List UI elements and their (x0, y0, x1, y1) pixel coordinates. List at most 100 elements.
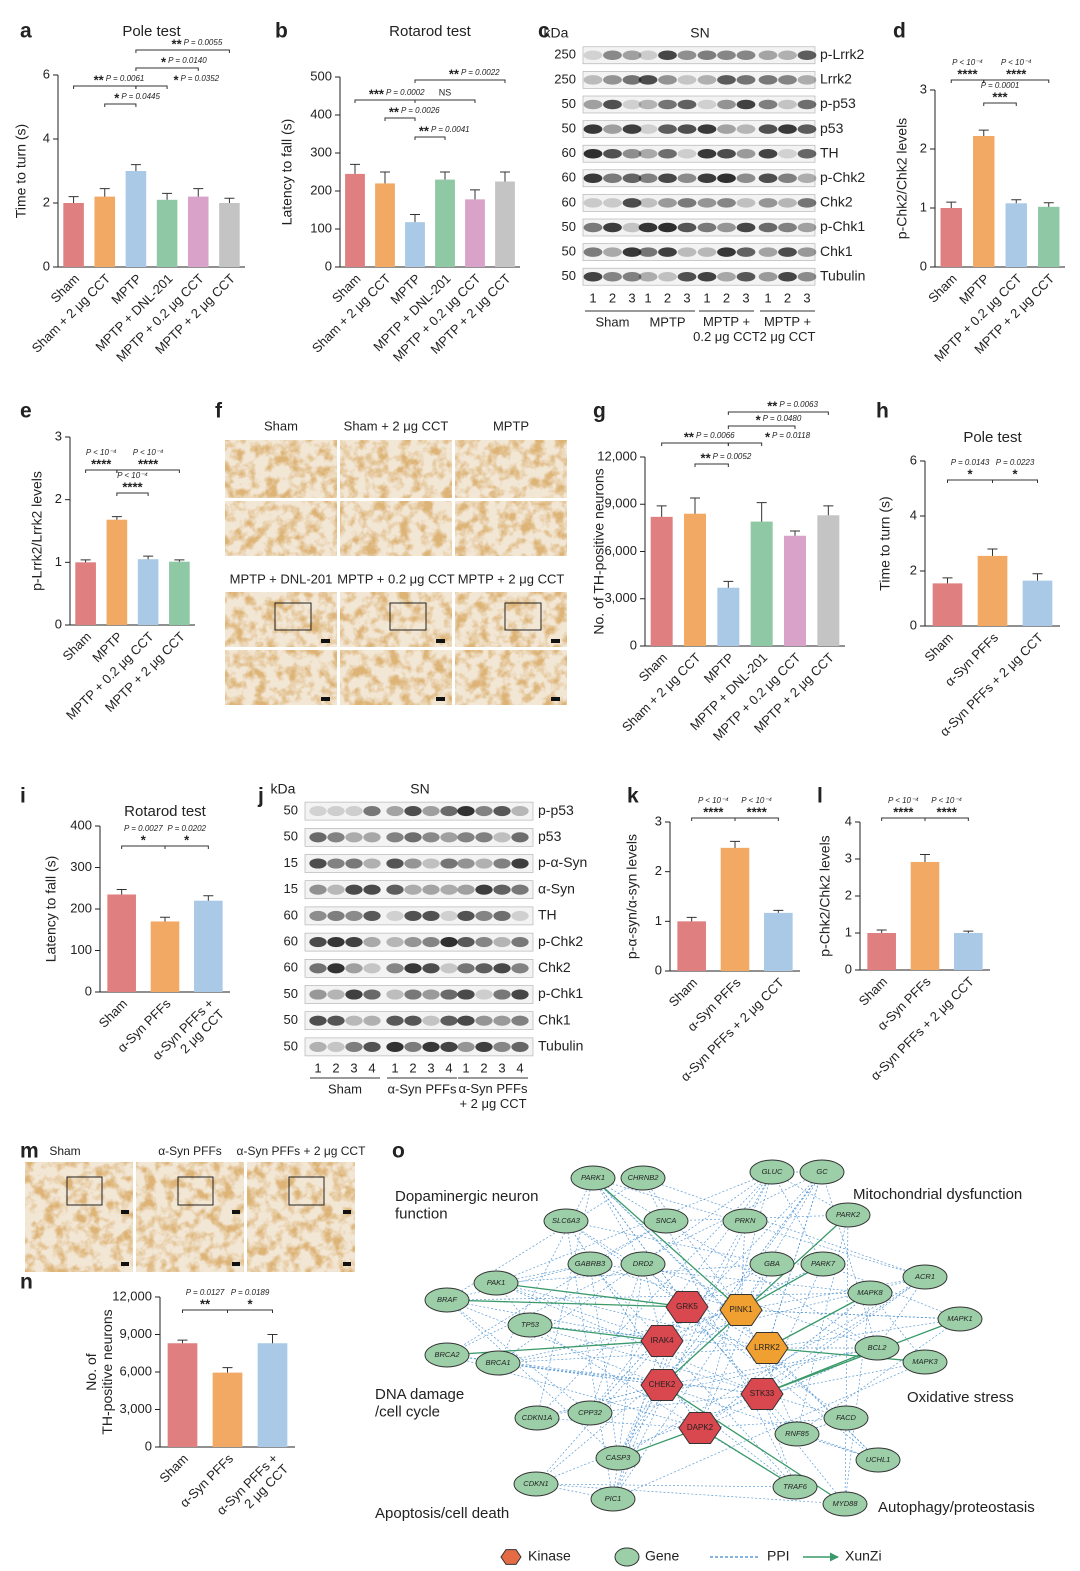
error-bar (160, 916, 170, 922)
ppi-edge (446, 1263, 591, 1301)
ppi-edge (535, 1483, 796, 1488)
significance-stars: ** (684, 429, 695, 444)
blot-band (475, 884, 493, 895)
y-tick-label: 4 (43, 130, 50, 145)
scale-bar (121, 1210, 129, 1214)
significance-stars: ** (389, 104, 400, 119)
blot-band (797, 124, 817, 134)
blot-band (363, 1041, 381, 1052)
p-value: P < 10⁻⁴ (117, 471, 148, 480)
bar (465, 199, 485, 267)
ppi-edge (536, 1384, 663, 1419)
blot-band (622, 124, 642, 134)
blot-band (404, 910, 422, 921)
blot-group-label: MPTP +2 μg CCT (760, 314, 816, 344)
gene-label: BRAF (437, 1295, 457, 1304)
significance-bracket (734, 817, 779, 821)
blot-band (475, 806, 493, 817)
blot-mw: 60 (284, 960, 298, 975)
gene-label: CDKN1A (522, 1413, 552, 1422)
blot-band (363, 910, 381, 921)
significance-bracket (135, 49, 230, 53)
blot-band (677, 173, 697, 184)
bar (219, 203, 240, 267)
significance-bracket (983, 79, 1050, 83)
xunzi-edge (699, 1427, 796, 1488)
bar (106, 519, 128, 625)
ppi-edge (497, 1177, 594, 1364)
y-tick-label: 6 (910, 452, 917, 467)
significance-bracket (414, 79, 506, 83)
blot-mw: 60 (284, 934, 298, 949)
ppi-edge (617, 1220, 746, 1459)
blot-band (309, 989, 327, 1000)
y-tick-label: 2 (845, 887, 852, 902)
xunzi-edge (766, 1347, 926, 1366)
blot-band (758, 124, 778, 134)
y-tick-label: 500 (310, 68, 332, 83)
panel-letter: c (538, 20, 550, 43)
blot-band (327, 832, 345, 843)
ppi-edge (592, 1177, 878, 1349)
gene-label: FACD (836, 1413, 856, 1422)
blot-band-label: p53 (820, 120, 844, 136)
scale-bar (551, 639, 560, 643)
p-value: P < 10⁻⁴ (1001, 58, 1032, 67)
error-bar (756, 502, 767, 522)
error-bar (790, 530, 800, 536)
ppi-edge (612, 1263, 644, 1500)
blot-band (797, 75, 817, 85)
ppi-edge (612, 1340, 663, 1500)
gene-node (799, 1159, 845, 1185)
significance-bracket (104, 103, 137, 107)
blot-band (603, 99, 622, 110)
blot-band (658, 271, 677, 282)
error-bar (470, 189, 480, 200)
blot-kda: kDa (544, 25, 569, 41)
significance-bracket (116, 492, 149, 496)
gene-node (543, 1208, 589, 1234)
panel-letter: g (593, 400, 606, 423)
blot-band (422, 910, 440, 921)
blot-band (493, 937, 511, 948)
blot-band (422, 937, 440, 948)
ppi-edge (565, 1220, 688, 1308)
blot-band (363, 937, 381, 948)
blot-band (363, 858, 381, 869)
gene-node (772, 1474, 818, 1500)
ppi-edge (761, 1276, 926, 1395)
blot-band (797, 222, 817, 233)
blot-band (797, 247, 817, 257)
ppi-edge (565, 1220, 614, 1500)
blot-band (797, 148, 817, 159)
gene-node (643, 1208, 689, 1234)
blot-band-label: p53 (538, 828, 562, 844)
micrograph-texture (340, 650, 452, 705)
blot-band (797, 198, 817, 208)
y-tick-label: 2 (43, 194, 50, 209)
blot-band (386, 858, 404, 869)
blot-band (363, 884, 381, 895)
blot-band (717, 198, 736, 208)
significance-bracket (227, 1309, 273, 1313)
y-tick-label: 0 (845, 961, 852, 976)
significance-stars: ** (200, 1296, 211, 1311)
blot-band (778, 173, 797, 184)
blot-band (658, 148, 677, 159)
image-label: α-Syn PFFs + 2 μg CCT (237, 1144, 367, 1158)
kinase-label: PINK1 (729, 1305, 753, 1314)
network-group-label: Oxidative stress (907, 1389, 1014, 1406)
significance-bracket (924, 817, 969, 821)
blot-band (638, 50, 658, 61)
y-tick-label: 100 (310, 220, 332, 235)
y-tick-label: 0 (43, 258, 50, 273)
bar (784, 535, 806, 646)
p-value: P < 10⁻⁴ (931, 796, 962, 805)
kinase-label: IRAK4 (650, 1336, 674, 1345)
blot-band (622, 75, 642, 85)
blot-band (638, 124, 658, 134)
blot-band-label: p-p53 (538, 802, 574, 818)
blot-band (583, 173, 603, 184)
error-bar (1032, 573, 1043, 581)
blot-band (457, 806, 475, 817)
